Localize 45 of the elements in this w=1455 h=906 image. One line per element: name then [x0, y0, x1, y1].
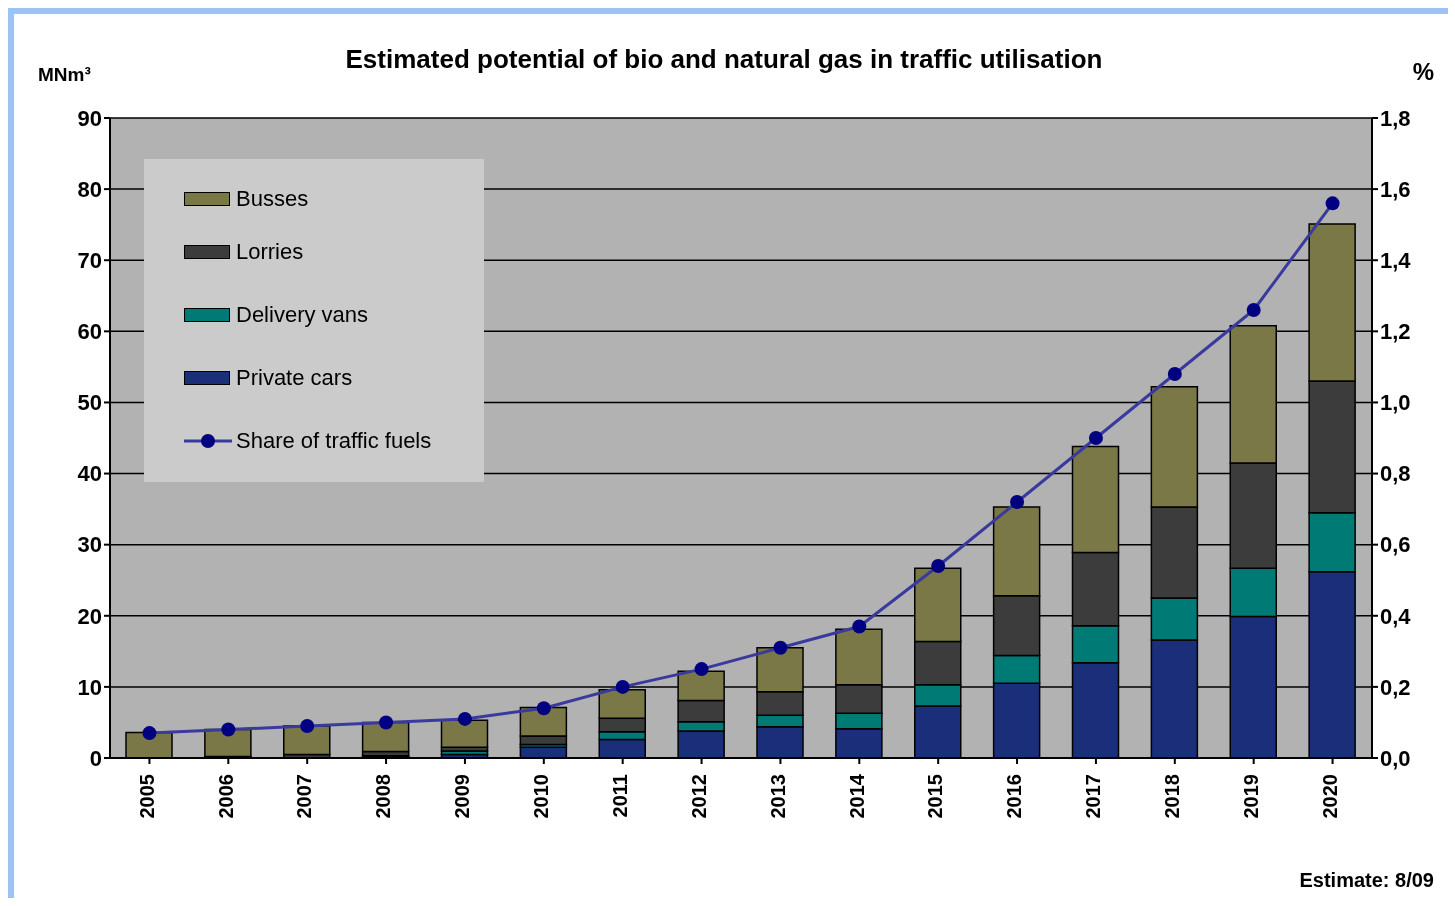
y2-tick-label: 0,6: [1380, 532, 1411, 558]
y-axis-title: MNm³: [38, 64, 91, 86]
x-tick-label: 2019: [1239, 774, 1262, 819]
x-tick-label: 2013: [766, 774, 789, 819]
x-tick-label: 2012: [687, 774, 710, 819]
y2-axis-title: %: [1412, 58, 1434, 86]
y2-tick-label: 0,8: [1380, 461, 1411, 487]
legend-label: Delivery vans: [236, 301, 369, 328]
y2-tick-label: 1,0: [1380, 390, 1411, 416]
y-tick-label: 70: [77, 248, 102, 274]
legend-label: Private cars: [236, 364, 353, 391]
y-tick-label: 10: [77, 674, 102, 700]
x-tick-label: 2005: [135, 774, 158, 819]
text: Estimate: 8/09: [1299, 869, 1434, 892]
y2-tick-label: 0,4: [1380, 603, 1412, 629]
y-tick-label: 90: [77, 105, 102, 131]
y-tick-label: 80: [77, 176, 102, 202]
y-tick-label: 40: [77, 461, 102, 487]
y-tick-label: 20: [77, 603, 102, 629]
y-tick-label: 60: [77, 319, 102, 345]
legend-label: Share of traffic fuels: [236, 427, 432, 454]
y-tick-label: 30: [77, 532, 102, 558]
x-tick-label: 2020: [1318, 774, 1341, 819]
chart-title: Estimated potential of bio and natural gas in traffic utilisation: [345, 44, 1103, 74]
legend-label: Busses: [236, 185, 309, 212]
x-tick-label: 2008: [372, 774, 395, 819]
legend-label: Lorries: [236, 238, 304, 265]
y2-tick-label: 1,6: [1380, 176, 1411, 202]
y-tick-label: 0: [89, 745, 102, 771]
y2-tick-label: 1,2: [1380, 319, 1411, 345]
x-tick-label: 2018: [1161, 774, 1184, 819]
x-tick-label: 2014: [845, 773, 868, 819]
x-tick-label: 2017: [1082, 774, 1105, 819]
y2-tick-label: 1,8: [1380, 105, 1411, 131]
x-tick-label: 2007: [293, 774, 316, 819]
y2-tick-label: 0,0: [1380, 745, 1411, 771]
x-tick-label: 2009: [451, 774, 474, 819]
y2-tick-label: 0,2: [1380, 674, 1411, 700]
x-tick-label: 2015: [924, 774, 947, 819]
y-tick-label: 50: [77, 390, 102, 416]
x-tick-label: 2006: [214, 774, 237, 819]
y2-tick-label: 1,4: [1380, 248, 1412, 274]
x-tick-label: 2011: [608, 774, 631, 818]
x-tick-label: 2010: [530, 774, 553, 819]
x-tick-label: 2016: [1003, 774, 1026, 819]
